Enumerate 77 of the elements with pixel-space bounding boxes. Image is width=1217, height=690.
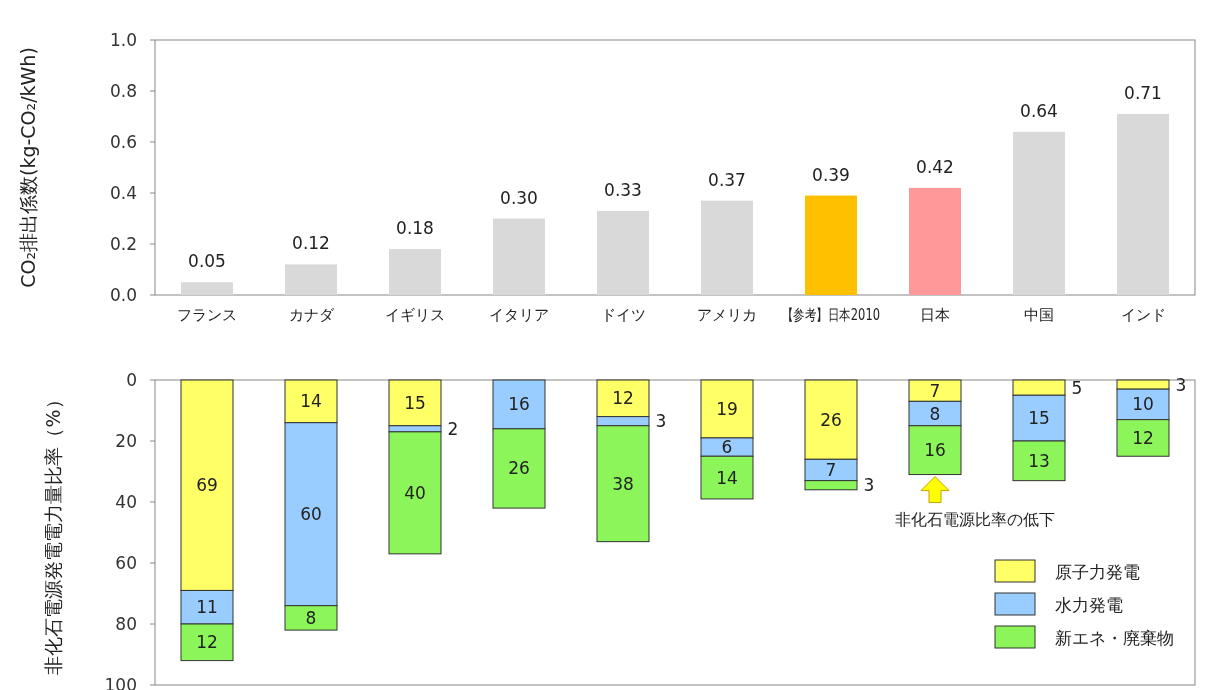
legend-label: 原子力発電 <box>1055 562 1140 582</box>
bar <box>181 282 233 295</box>
x-tick-label: アメリカ <box>697 306 757 324</box>
x-tick-label: イタリア <box>489 306 549 324</box>
data-label: 14 <box>300 391 322 412</box>
data-label: 12 <box>612 388 634 409</box>
data-label: 0.33 <box>604 179 642 200</box>
bar <box>1013 131 1065 295</box>
data-label: 38 <box>612 473 634 494</box>
data-label: 0.12 <box>292 233 330 254</box>
y-tick-label: 0.0 <box>109 285 137 305</box>
annotation: 非化石電源比率の低下 <box>895 509 1055 529</box>
bar <box>493 218 545 295</box>
data-label: 15 <box>404 392 426 413</box>
data-label: 11 <box>196 597 218 618</box>
bar <box>597 210 649 295</box>
data-label: 3 <box>863 475 875 496</box>
x-tick-label: 【参考】日本2010 <box>782 306 911 324</box>
data-label: 6 <box>721 437 733 458</box>
data-label: 0.71 <box>1124 82 1162 103</box>
bar <box>805 195 857 295</box>
data-label: 26 <box>508 458 530 479</box>
data-label: 19 <box>716 398 738 419</box>
y-tick-label: 0.4 <box>109 183 137 203</box>
data-label: 0.64 <box>1020 100 1058 121</box>
legend-label: 水力発電 <box>1055 595 1123 615</box>
data-label: 10 <box>1132 394 1154 415</box>
data-label: 7 <box>929 380 941 401</box>
data-label: 2 <box>447 418 459 439</box>
y-tick-label: 80 <box>115 614 137 634</box>
data-label: 0.37 <box>708 169 746 190</box>
x-tick-label: 日本 <box>920 306 950 324</box>
y-tick-label: 0.8 <box>109 81 137 101</box>
y-tick-label: 40 <box>115 492 137 512</box>
data-label: 8 <box>305 607 317 628</box>
y-tick-label: 0.6 <box>109 132 137 152</box>
x-tick-label: カナダ <box>288 306 335 324</box>
data-label: 40 <box>404 482 426 503</box>
data-label: 0.39 <box>812 164 850 185</box>
y-tick-label: 0 <box>126 370 137 390</box>
data-label: 0.18 <box>396 218 434 239</box>
data-label: 3 <box>655 411 667 432</box>
data-label: 8 <box>929 403 941 424</box>
x-tick-label: フランス <box>177 306 237 324</box>
data-label: 69 <box>196 475 218 496</box>
y-axis-title: CO₂排出係数(kg-CO₂/kWh) <box>17 47 39 288</box>
data-label: 0.30 <box>500 187 538 208</box>
data-label: 12 <box>196 632 218 653</box>
data-label: 15 <box>1028 408 1050 429</box>
data-label: 3 <box>1175 374 1187 395</box>
data-label: 7 <box>825 459 837 480</box>
bar <box>1117 113 1169 295</box>
x-tick-label: ドイツ <box>600 306 646 324</box>
bar <box>701 200 753 295</box>
bar <box>285 264 337 295</box>
data-label: 0.05 <box>188 251 226 272</box>
x-tick-label: イギリス <box>385 306 445 324</box>
data-label: 14 <box>716 467 738 488</box>
legend-label: 新エネ・廃棄物 <box>1055 628 1174 648</box>
y-tick-label: 20 <box>115 431 137 451</box>
y-tick-label: 0.2 <box>109 234 137 254</box>
data-label: 13 <box>1028 450 1050 471</box>
x-tick-label: 中国 <box>1024 306 1054 324</box>
data-label: 5 <box>1071 377 1083 398</box>
x-tick-label: インド <box>1120 306 1166 324</box>
y-axis-title: 非化石電源発電電力量比率（%） <box>42 390 64 675</box>
data-label: 26 <box>820 409 842 430</box>
data-label: 0.42 <box>916 156 954 177</box>
data-label: 12 <box>1132 427 1154 448</box>
y-tick-label: 60 <box>115 553 137 573</box>
y-tick-label: 1.0 <box>109 30 137 50</box>
bar <box>388 379 442 427</box>
bar <box>389 249 441 295</box>
bar <box>909 187 961 295</box>
data-label: 16 <box>508 394 530 415</box>
data-label: 16 <box>924 440 946 461</box>
data-label: 60 <box>300 504 322 525</box>
